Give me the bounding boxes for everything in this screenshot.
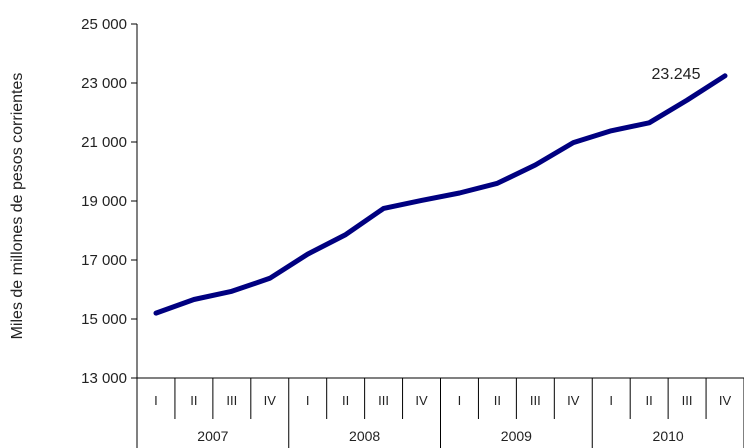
x-tick-label: I — [306, 393, 310, 408]
x-tick-label: I — [609, 393, 613, 408]
x-year-label: 2009 — [501, 428, 532, 444]
y-axis-title: Miles de millones de pesos corrientes — [9, 73, 26, 340]
y-axis: 13 000 15 000 17 000 19 000 21 000 23 000 25 0… — [81, 16, 138, 387]
x-year-label: 2008 — [349, 428, 380, 444]
x-year-label: 2007 — [197, 428, 228, 444]
x-tick-label: IV — [264, 393, 277, 408]
x-tick-label: IV — [719, 393, 732, 408]
series-line-group — [153, 73, 728, 316]
y-tick-label: 17 000 — [81, 252, 127, 269]
x-tick-label: IV — [415, 393, 428, 408]
y-tick-label: 23 000 — [81, 75, 127, 92]
y-tick-label: 21 000 — [81, 134, 127, 151]
x-tick-label: II — [494, 393, 501, 408]
x-tick-label: IV — [567, 393, 580, 408]
y-tick-label: 15 000 — [81, 311, 127, 328]
x-tick-label: I — [154, 393, 158, 408]
x-tick-label: III — [530, 393, 541, 408]
y-tick-label: 19 000 — [81, 193, 127, 210]
x-tick-label: III — [682, 393, 693, 408]
x-tick-label: II — [190, 393, 197, 408]
x-tick-label: III — [226, 393, 237, 408]
last-point-data-label: 23.245 — [652, 66, 701, 83]
x-tick-label: III — [378, 393, 389, 408]
x-tick-label: I — [458, 393, 462, 408]
x-tick-label: II — [342, 393, 349, 408]
x-tick-label: II — [646, 393, 653, 408]
y-tick-label: 13 000 — [81, 370, 127, 387]
y-tick-label: 25 000 — [81, 16, 127, 33]
x-year-label: 2010 — [653, 428, 684, 444]
series-line — [153, 73, 728, 316]
